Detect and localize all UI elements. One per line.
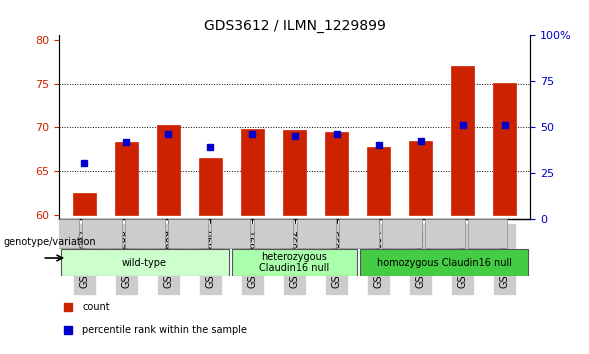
FancyBboxPatch shape bbox=[232, 249, 357, 276]
Bar bbox=[157, 125, 180, 215]
Text: wild-type: wild-type bbox=[122, 257, 167, 268]
FancyBboxPatch shape bbox=[211, 219, 250, 248]
FancyBboxPatch shape bbox=[339, 219, 379, 248]
Bar bbox=[451, 66, 474, 215]
Bar bbox=[325, 132, 348, 215]
Bar bbox=[241, 129, 264, 215]
Text: heterozygous
Claudin16 null: heterozygous Claudin16 null bbox=[259, 252, 330, 273]
Bar bbox=[283, 130, 306, 215]
Bar bbox=[494, 83, 517, 215]
FancyBboxPatch shape bbox=[468, 219, 507, 248]
FancyBboxPatch shape bbox=[425, 219, 465, 248]
FancyBboxPatch shape bbox=[125, 219, 165, 248]
Bar bbox=[409, 141, 432, 215]
Bar bbox=[199, 158, 222, 215]
Bar bbox=[72, 193, 96, 215]
Text: percentile rank within the sample: percentile rank within the sample bbox=[82, 325, 247, 335]
Text: homozygous Claudin16 null: homozygous Claudin16 null bbox=[377, 257, 512, 268]
FancyBboxPatch shape bbox=[168, 219, 207, 248]
FancyBboxPatch shape bbox=[82, 219, 122, 248]
Bar bbox=[115, 142, 138, 215]
Text: count: count bbox=[82, 302, 110, 312]
Text: genotype/variation: genotype/variation bbox=[4, 237, 96, 247]
FancyBboxPatch shape bbox=[297, 219, 336, 248]
FancyBboxPatch shape bbox=[254, 219, 293, 248]
FancyBboxPatch shape bbox=[61, 249, 229, 276]
FancyBboxPatch shape bbox=[360, 249, 528, 276]
Title: GDS3612 / ILMN_1229899: GDS3612 / ILMN_1229899 bbox=[204, 19, 385, 33]
Bar bbox=[367, 147, 391, 215]
FancyBboxPatch shape bbox=[382, 219, 422, 248]
FancyBboxPatch shape bbox=[39, 219, 79, 248]
